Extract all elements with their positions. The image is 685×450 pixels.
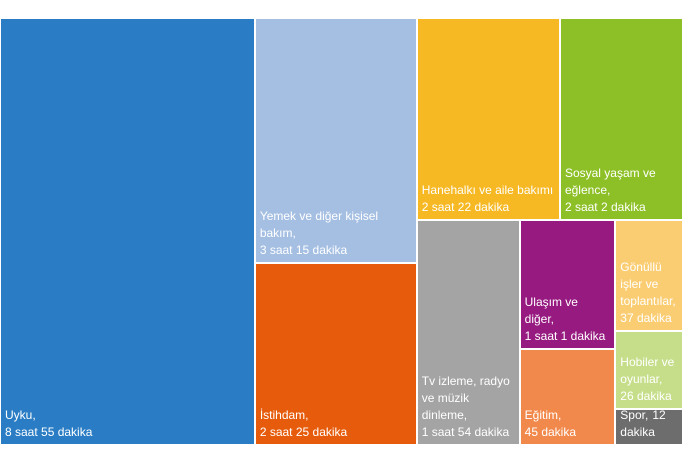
tile: İstihdam, 2 saat 25 dakika: [254, 262, 417, 445]
tile-label: Tv izleme, radyo ve müzik dinleme, 1 saat…: [422, 373, 515, 441]
category-label: Eğitim,: [524, 407, 562, 422]
category-label: İstihdam,: [259, 407, 309, 422]
tile-label: Uyku, 8 saat 55 dakika: [5, 407, 250, 441]
treemap: Uyku, 8 saat 55 dakika Yemek ve diğer kişi…: [0, 18, 683, 445]
tile-label: İstihdam, 2 saat 25 dakika: [260, 407, 412, 441]
tile: Hobiler ve oyunlar, 26 dakika: [615, 330, 683, 409]
value-label: 1 saat 54 dakika: [421, 424, 510, 439]
category-label: Spor,: [620, 408, 649, 422]
category-label: Yemek ve diğer kişisel bakım,: [259, 208, 379, 240]
value-label: 3 saat 15 dakika: [259, 242, 348, 257]
tile-label: Ulaşım ve diğer, 1 saat 1 dakika: [525, 294, 611, 345]
value-label: 37 dakika: [620, 310, 672, 325]
category-label: Hobiler ve oyunlar,: [620, 354, 675, 386]
value-label: 8 saat 55 dakika: [5, 425, 93, 439]
category-label: Gönüllü işler ve toplantılar,: [620, 259, 676, 308]
tile: Tv izleme, radyo ve müzik dinleme, 1 saat…: [416, 219, 520, 445]
category-label: Tv izleme, radyo ve müzik dinleme,: [421, 373, 510, 422]
category-label: Ulaşım ve diğer,: [524, 295, 578, 327]
value-label: 2 saat 25 dakika: [259, 424, 348, 439]
value-label: 2 saat 22 dakika: [421, 199, 510, 214]
tile-label: Eğitim, 45 dakika: [525, 407, 611, 441]
value-label: 26 dakika: [620, 388, 672, 403]
tile-label: Spor, 12 dakika: [620, 408, 678, 441]
value-label: 2 saat 2 dakika: [564, 199, 646, 214]
tile-label: Hanehalkı ve aile bakımı 2 saat 22 dakika: [422, 182, 555, 216]
tile-label: Yemek ve diğer kişisel bakım, 3 saat 15 d…: [260, 208, 412, 259]
tile-label: Sosyal yaşam ve eğlence, 2 saat 2 dakika: [565, 165, 678, 216]
tile: Eğitim, 45 dakika: [519, 349, 616, 445]
tile-label: Hobiler ve oyunlar, 26 dakika: [620, 354, 678, 405]
value-label: 1 saat 1 dakika: [524, 329, 606, 344]
category-label: Uyku,: [5, 408, 36, 422]
tile: Ulaşım ve diğer, 1 saat 1 dakika: [519, 219, 616, 350]
category-label: Hanehalkı ve aile bakımı: [421, 182, 554, 197]
value-label: 12 dakika: [620, 408, 666, 439]
value-label: 45 dakika: [524, 424, 577, 439]
tile: Hanehalkı ve aile bakımı 2 saat 22 dakika: [416, 18, 560, 220]
tile: Gönüllü işler ve toplantılar, 37 dakika: [615, 219, 683, 331]
tile-label: Gönüllü işler ve toplantılar, 37 dakika: [620, 259, 678, 327]
tile: Uyku, 8 saat 55 dakika: [0, 18, 255, 445]
tile: Sosyal yaşam ve eğlence, 2 saat 2 dakika: [559, 18, 683, 220]
tile: Yemek ve diğer kişisel bakım, 3 saat 15 d…: [254, 18, 417, 263]
tile: Spor, 12 dakika: [615, 408, 683, 445]
category-label: Sosyal yaşam ve eğlence,: [564, 165, 656, 197]
